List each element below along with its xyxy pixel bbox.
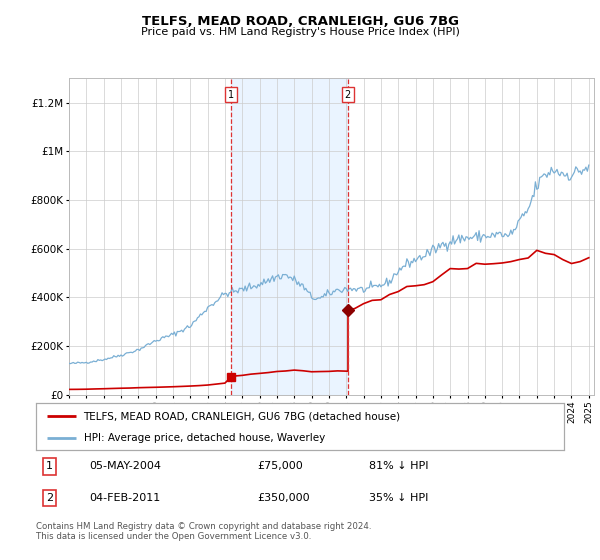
Text: TELFS, MEAD ROAD, CRANLEIGH, GU6 7BG: TELFS, MEAD ROAD, CRANLEIGH, GU6 7BG bbox=[142, 15, 458, 28]
Text: £350,000: £350,000 bbox=[258, 493, 310, 503]
Text: 1: 1 bbox=[46, 461, 53, 472]
Text: 2: 2 bbox=[344, 90, 351, 100]
Text: Contains HM Land Registry data © Crown copyright and database right 2024.
This d: Contains HM Land Registry data © Crown c… bbox=[36, 522, 371, 542]
Text: 35% ↓ HPI: 35% ↓ HPI bbox=[368, 493, 428, 503]
Text: 2: 2 bbox=[46, 493, 53, 503]
Text: 81% ↓ HPI: 81% ↓ HPI bbox=[368, 461, 428, 472]
Bar bbox=[232, 78, 348, 395]
Text: 1: 1 bbox=[228, 90, 235, 100]
Text: Price paid vs. HM Land Registry's House Price Index (HPI): Price paid vs. HM Land Registry's House … bbox=[140, 27, 460, 37]
Text: TELFS, MEAD ROAD, CRANLEIGH, GU6 7BG (detached house): TELFS, MEAD ROAD, CRANLEIGH, GU6 7BG (de… bbox=[83, 411, 401, 421]
Text: HPI: Average price, detached house, Waverley: HPI: Average price, detached house, Wave… bbox=[83, 433, 325, 443]
Text: £75,000: £75,000 bbox=[258, 461, 304, 472]
Text: 05-MAY-2004: 05-MAY-2004 bbox=[89, 461, 161, 472]
Text: 04-FEB-2011: 04-FEB-2011 bbox=[89, 493, 160, 503]
